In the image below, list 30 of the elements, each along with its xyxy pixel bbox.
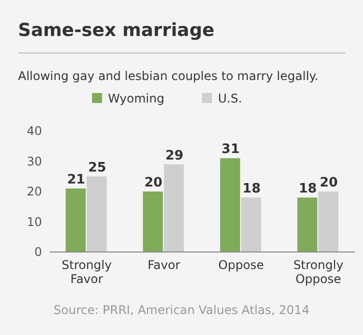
data-label: 20 — [144, 176, 162, 190]
chart-subtitle: Allowing gay and lesbian couples to marry legally. — [18, 69, 318, 83]
data-label: 18 — [298, 182, 317, 197]
bar — [241, 198, 262, 252]
source-note: Source: PRRI, American Values Atlas, 2014 — [54, 303, 310, 317]
x-tick-label: Strongly Oppose — [293, 258, 344, 286]
bar — [220, 158, 240, 252]
data-label: 31 — [222, 142, 240, 158]
legend-label: U.S. — [218, 92, 242, 106]
y-tick-label: 0 — [34, 245, 42, 259]
y-tick-label: 40 — [26, 124, 42, 138]
data-label: 18 — [242, 182, 261, 197]
x-tick-label: Oppose — [218, 258, 264, 272]
bar — [66, 188, 86, 252]
legend-label: Wyoming — [108, 92, 164, 106]
x-tick-label: Strongly Favor — [62, 258, 112, 286]
data-label: 29 — [165, 148, 184, 164]
bar — [86, 176, 107, 252]
bar — [318, 192, 338, 252]
y-tick-label: 20 — [26, 184, 42, 198]
y-tick-label: 30 — [26, 154, 42, 168]
data-label: 20 — [320, 176, 338, 190]
data-label: 21 — [67, 172, 86, 188]
x-tick-label: Favor — [148, 258, 180, 272]
y-tick-label: 10 — [26, 214, 42, 229]
bar — [142, 192, 163, 252]
chart-title: Same-sex marriage — [18, 20, 214, 41]
bar — [164, 164, 184, 252]
bar — [297, 198, 318, 252]
data-label: 25 — [88, 160, 106, 176]
